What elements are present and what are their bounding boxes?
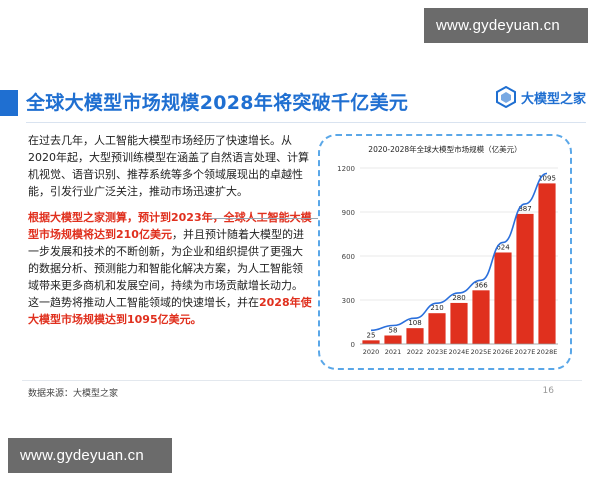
- data-label: 280: [452, 294, 465, 302]
- highlight-2023: 根据大模型之家测算，预计到2023年，全球人工智能大模型市场规模将达到210亿美…: [28, 211, 312, 241]
- x-tick-label: 2028E: [537, 348, 558, 356]
- logo-text: 大模型之家: [520, 91, 586, 107]
- page-number: 16: [542, 386, 554, 396]
- bar: [428, 313, 446, 344]
- cube-logo-icon: [495, 86, 516, 108]
- paragraph-forecast: 根据大模型之家测算，预计到2023年，全球人工智能大模型市场规模将达到210亿美…: [28, 209, 313, 328]
- y-tick-label: 900: [342, 209, 355, 217]
- y-tick-label: 0: [351, 341, 355, 349]
- data-label: 58: [389, 326, 398, 334]
- bar: [450, 302, 468, 344]
- data-label: 887: [518, 205, 531, 213]
- title-accent-bar: [0, 90, 18, 116]
- x-tick-label: 2023E: [427, 348, 448, 356]
- data-label: 210: [430, 304, 443, 312]
- trend-line: [370, 172, 548, 332]
- data-label: 108: [408, 319, 421, 327]
- paragraph-forecast-body: ，并且预计随着大模型的进一步发展和技术的不断创新，为企业和组织提供了更强大的数据…: [28, 228, 304, 309]
- body-text: 在过去几年，人工智能大模型市场经历了快速增长。从2020年起，大型预训练模型在涵…: [28, 132, 313, 328]
- market-size-chart: 2020-2028年全球大模型市场规模（亿美元） 0 300 600 900 1200 25…: [337, 144, 558, 356]
- x-tick-label: 2020: [363, 348, 380, 356]
- highlight-2028: 2028年使大模型市场规模达到1095亿美元。: [28, 296, 312, 326]
- x-tick-label: 2024E: [449, 348, 470, 356]
- bar: [362, 340, 380, 344]
- bar: [384, 335, 402, 344]
- x-tick-label: 2021: [385, 348, 402, 356]
- y-tick-label: 1200: [337, 165, 355, 173]
- watermark-bottom: www.gydeyuan.cn: [8, 438, 172, 473]
- slide: 全球大模型市场规模2028年将突破千亿美元 大模型之家 在过去几年，人工智能大模…: [0, 70, 600, 406]
- x-tick-label: 2022: [407, 348, 424, 356]
- title-underline: [26, 122, 586, 123]
- y-tick-label: 600: [342, 253, 355, 261]
- bar: [538, 183, 556, 344]
- slide-title: 全球大模型市场规模2028年将突破千亿美元: [26, 92, 409, 114]
- data-source: 数据来源：大模型之家: [28, 389, 119, 399]
- bar: [406, 328, 424, 344]
- footer-line: [22, 380, 582, 381]
- x-tick-label: 2027E: [515, 348, 536, 356]
- data-label: 366: [474, 281, 488, 289]
- watermark-top: www.gydeyuan.cn: [424, 8, 588, 43]
- data-label: 1095: [538, 174, 556, 182]
- data-label: 624: [496, 243, 510, 251]
- brand-logo: 大模型之家: [495, 86, 586, 108]
- data-label: 25: [367, 331, 376, 339]
- chart-frame: 2020-2028年全球大模型市场规模（亿美元） 0 300 600 900 1200 25…: [318, 134, 572, 370]
- bar: [472, 290, 490, 344]
- paragraph-intro: 在过去几年，人工智能大模型市场经历了快速增长。从2020年起，大型预训练模型在涵…: [28, 134, 309, 198]
- y-tick-label: 300: [342, 297, 355, 305]
- chart-title: 2020-2028年全球大模型市场规模（亿美元）: [368, 144, 521, 154]
- bar: [516, 213, 534, 344]
- x-tick-label: 2026E: [493, 348, 514, 356]
- bar: [494, 252, 512, 344]
- x-tick-label: 2025E: [471, 348, 492, 356]
